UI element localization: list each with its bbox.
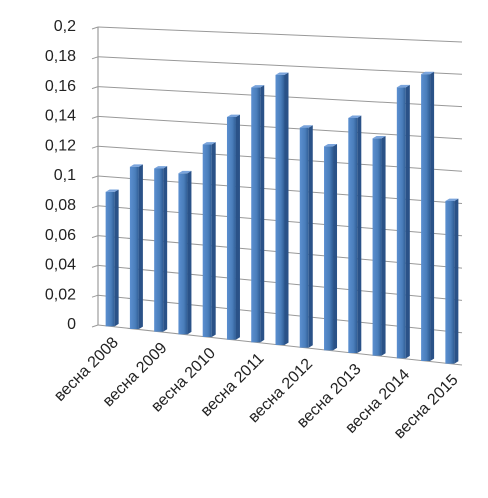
- bar-side: [260, 85, 265, 343]
- y-tick-label: 0,12: [45, 137, 76, 154]
- bar-top: [154, 166, 168, 169]
- bar-side: [381, 136, 386, 356]
- bar: [396, 87, 406, 359]
- bar: [348, 117, 358, 353]
- tick-mark: [91, 175, 99, 179]
- y-tick-label: 0: [67, 316, 76, 333]
- y-tick-label: 0,16: [45, 78, 76, 95]
- bar: [129, 166, 139, 329]
- bar-side: [284, 72, 289, 345]
- bar: [445, 200, 455, 364]
- bar: [299, 127, 309, 348]
- y-tick-label: 0,02: [45, 286, 76, 303]
- bar-top: [226, 114, 240, 117]
- tick-mark: [91, 86, 99, 90]
- bar-side: [163, 166, 168, 332]
- bar-top: [129, 164, 143, 167]
- grid-line: [97, 56, 463, 75]
- tick-mark: [91, 324, 99, 328]
- tick-mark: [91, 264, 99, 268]
- bar: [178, 173, 188, 335]
- bar-top: [445, 198, 459, 201]
- tick-mark: [91, 294, 99, 298]
- bar: [202, 144, 212, 337]
- tick-mark: [91, 235, 99, 239]
- bar-top: [421, 71, 435, 75]
- y-tick-label: 0,04: [45, 257, 76, 274]
- bar: [324, 146, 334, 351]
- bar: [251, 87, 261, 343]
- bar-top: [275, 72, 289, 75]
- y-tick-label: 0,1: [54, 167, 76, 184]
- bar-top: [396, 84, 410, 88]
- bar: [275, 74, 285, 346]
- bar-side: [405, 84, 410, 359]
- bar-top: [105, 189, 119, 192]
- bar: [105, 191, 115, 327]
- bar-top: [178, 170, 192, 174]
- bar-side: [211, 142, 216, 337]
- y-tick-label: 0,08: [45, 197, 76, 214]
- bar-top: [251, 85, 265, 88]
- bar: [154, 168, 164, 332]
- bar-top: [324, 143, 338, 147]
- bar-side: [235, 114, 240, 340]
- bar: [421, 74, 431, 361]
- bar-top: [202, 142, 216, 145]
- grid-line: [97, 26, 463, 43]
- y-tick-label: 0,14: [45, 108, 76, 125]
- bar: [372, 138, 382, 356]
- tick-mark: [91, 205, 99, 209]
- tick-mark: [91, 26, 99, 30]
- bar-side: [357, 115, 362, 354]
- bar-top: [372, 136, 386, 139]
- bar-top: [348, 115, 362, 118]
- tick-mark: [91, 145, 99, 149]
- tick-mark: [91, 56, 99, 60]
- tick-mark: [91, 115, 99, 119]
- bar-side: [430, 71, 435, 361]
- bar-side: [187, 170, 192, 335]
- bar-side: [308, 125, 313, 348]
- bar-top: [299, 125, 313, 128]
- y-tick-label: 0,18: [45, 48, 76, 65]
- bar-side: [138, 164, 143, 329]
- y-tick-label: 0,2: [54, 18, 76, 35]
- bar: [226, 116, 236, 340]
- bar-side: [454, 198, 459, 364]
- bar-side: [114, 189, 119, 327]
- y-tick-label: 0,06: [45, 227, 76, 244]
- bar-side: [333, 143, 338, 351]
